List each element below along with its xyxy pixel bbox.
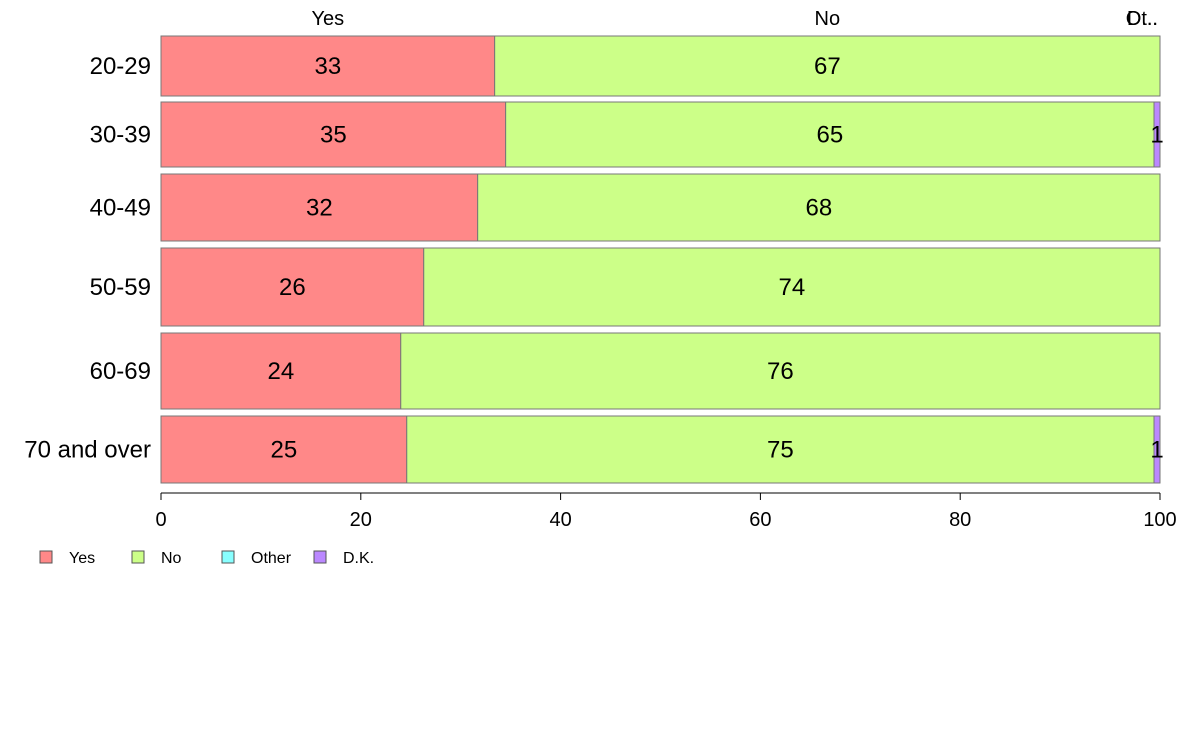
data-label: 25 (271, 437, 298, 464)
bar-segment-no (505, 101, 1155, 168)
category-label: 40-49 (90, 195, 151, 222)
category-label: 20-29 (90, 53, 151, 80)
legend-label: D.K. (343, 550, 374, 567)
data-label: 26 (279, 274, 306, 301)
bar-segment-yes (160, 101, 507, 168)
legend-label: No (161, 550, 182, 567)
x-tick-label: 60 (749, 509, 771, 531)
bar-segment-d-k (1153, 101, 1161, 168)
category-label: 60-69 (90, 358, 151, 385)
bar-segment-no (494, 35, 1161, 97)
column-header: No (815, 8, 841, 30)
data-label: 65 (816, 122, 843, 149)
bar-segment-no (423, 247, 1161, 327)
data-label: 76 (767, 358, 794, 385)
data-label: 75 (767, 437, 794, 464)
bar-segment-yes (160, 415, 408, 484)
x-tick-label: 20 (350, 509, 372, 531)
bar-segment-d-k (1153, 415, 1161, 484)
bar-segment-yes (160, 35, 496, 97)
column-header: Ot.. (1126, 8, 1158, 30)
category-label: 50-59 (90, 274, 151, 301)
data-label: 24 (268, 358, 295, 385)
x-tick-label: 40 (549, 509, 571, 531)
x-tick-label: 80 (949, 509, 971, 531)
data-label: 74 (779, 274, 806, 301)
bar-segment-yes (160, 247, 425, 327)
data-label: 1 (1150, 122, 1163, 149)
x-tick-label: 100 (1143, 509, 1176, 531)
legend-swatch (221, 550, 235, 564)
column-header: Yes (312, 8, 345, 30)
x-tick-label: 0 (155, 509, 166, 531)
category-label: 70 and over (24, 437, 151, 464)
bar-segment-no (406, 415, 1155, 484)
bar-segment-no (400, 332, 1161, 410)
category-label: 30-39 (90, 122, 151, 149)
bar-segment-yes (160, 332, 402, 410)
data-label: 67 (814, 53, 841, 80)
column-header: D... (1127, 8, 1158, 30)
legend-swatch (313, 550, 327, 564)
bar-segment-no (477, 173, 1161, 242)
legend-label: Yes (69, 550, 95, 567)
legend-swatch (131, 550, 145, 564)
data-label: 68 (805, 195, 832, 222)
data-label: 32 (306, 195, 333, 222)
data-label: 1 (1150, 437, 1163, 464)
bar-segment-yes (160, 173, 479, 242)
legend-label: Other (251, 550, 292, 567)
legend-swatch (39, 550, 53, 564)
data-label: 33 (314, 53, 341, 80)
data-label: 35 (320, 122, 347, 149)
